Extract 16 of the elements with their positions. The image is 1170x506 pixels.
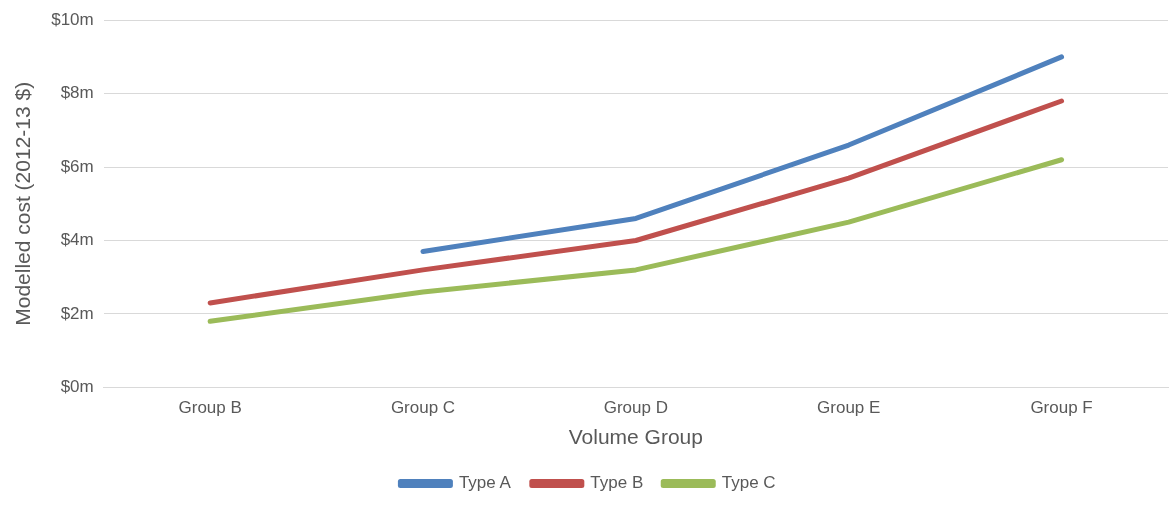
x-tick-label: Group C — [390, 398, 456, 418]
legend-label: Type C — [721, 473, 776, 493]
legend-label: Type B — [590, 473, 644, 493]
y-tick-label: $0m — [60, 377, 94, 397]
y-tick-label: $10m — [51, 9, 94, 29]
y-tick-label: $2m — [60, 303, 94, 323]
x-tick-label: Group E — [817, 398, 881, 418]
x-axis-title: Volume Group — [568, 425, 703, 449]
legend-label: Type A — [458, 473, 512, 493]
x-tick-label: Group B — [178, 398, 242, 418]
y-axis-title: Modelled cost (2012-13 $) — [11, 81, 35, 326]
y-tick-label: $6m — [60, 156, 94, 176]
y-tick-label: $8m — [60, 83, 94, 103]
x-tick-label: Group D — [603, 398, 668, 418]
y-tick-label: $4m — [60, 230, 94, 250]
x-tick-label: Group F — [1030, 398, 1093, 418]
